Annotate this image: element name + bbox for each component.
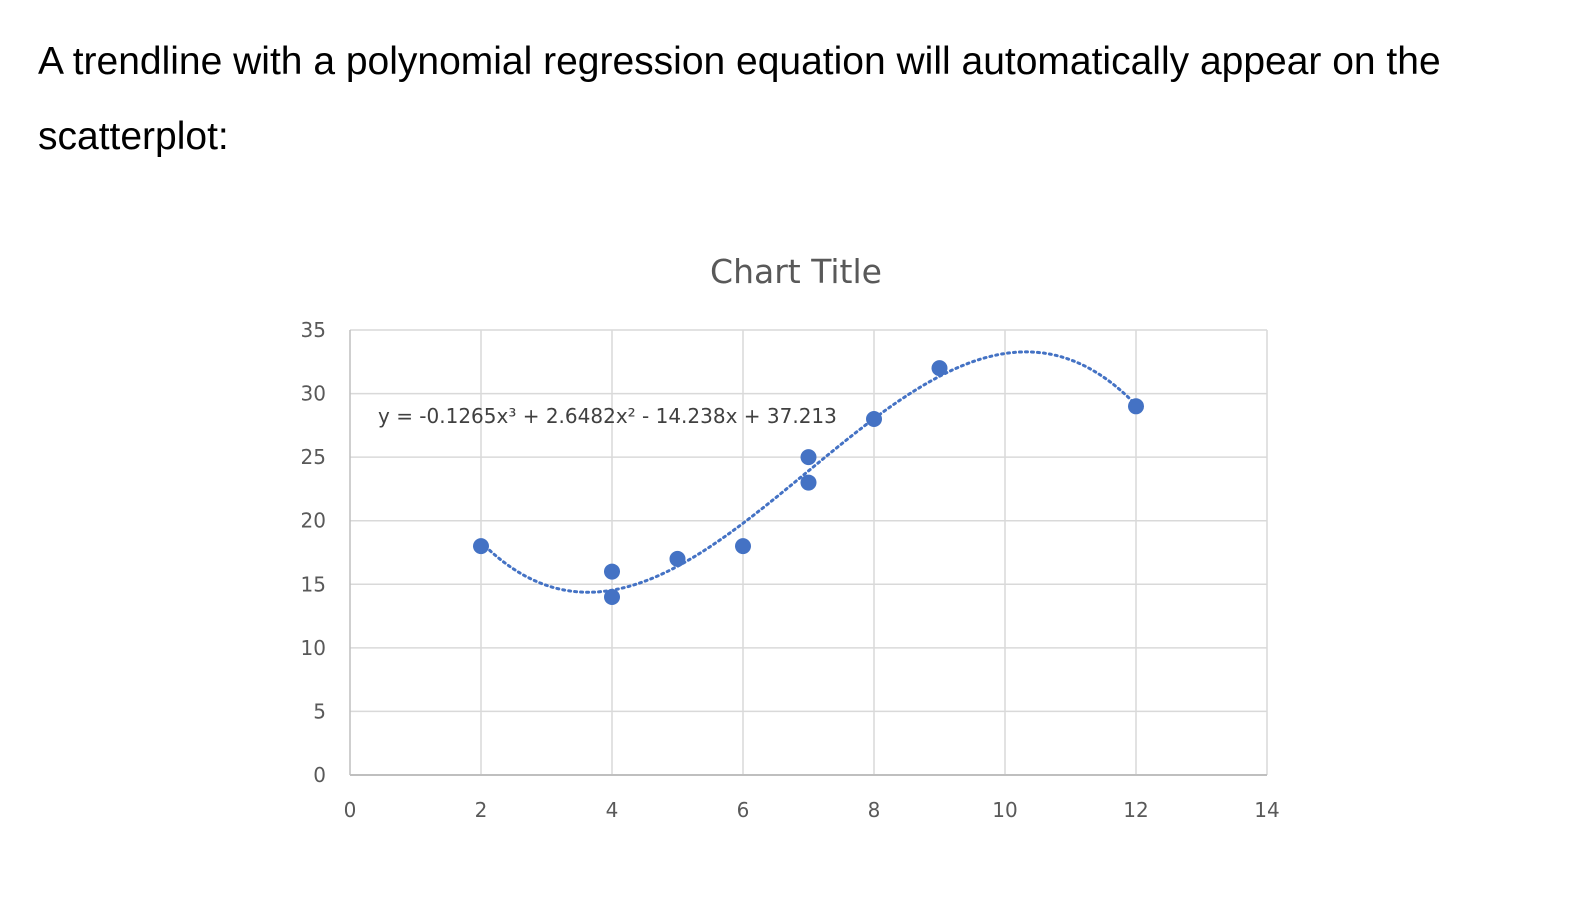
intro-paragraph: A trendline with a polynomial regression… <box>38 40 1441 158</box>
data-point <box>800 449 817 466</box>
y-tick-label: 30 <box>301 382 326 406</box>
x-tick-label: 12 <box>1123 798 1148 822</box>
trendline-curve <box>479 350 1138 594</box>
tick-labels: 0 5 10 15 20 25 30 35 0 2 4 6 8 10 12 14 <box>301 318 1280 822</box>
data-point <box>735 538 751 555</box>
x-tick-label: 8 <box>868 798 881 822</box>
x-tick-label: 14 <box>1254 798 1279 822</box>
axes <box>349 330 1267 776</box>
trendline-equation-label: y = -0.1265x³ + 2.6482x² - 14.238x + 37.… <box>378 404 837 428</box>
x-tick-label: 4 <box>606 798 619 822</box>
y-tick-label: 0 <box>313 763 326 787</box>
chart-title: Chart Title <box>710 252 882 291</box>
trendline <box>479 350 1138 594</box>
y-tick-label: 10 <box>301 636 326 660</box>
y-tick-label: 35 <box>301 318 326 342</box>
data-point <box>604 563 620 580</box>
y-tick-label: 15 <box>301 572 326 596</box>
x-tick-label: 6 <box>737 798 750 822</box>
x-tick-label: 0 <box>344 798 357 822</box>
data-point <box>866 411 882 427</box>
data-point <box>473 538 489 555</box>
data-point <box>931 360 948 377</box>
data-point <box>1128 398 1144 415</box>
y-tick-label: 5 <box>313 699 326 723</box>
y-tick-label: 20 <box>301 509 326 533</box>
y-tick-label: 25 <box>301 445 326 469</box>
x-tick-label: 10 <box>992 798 1017 822</box>
data-point <box>604 589 620 605</box>
data-point <box>669 550 686 567</box>
data-point <box>800 474 817 491</box>
x-tick-label: 2 <box>475 798 488 822</box>
data-points <box>473 360 1144 605</box>
